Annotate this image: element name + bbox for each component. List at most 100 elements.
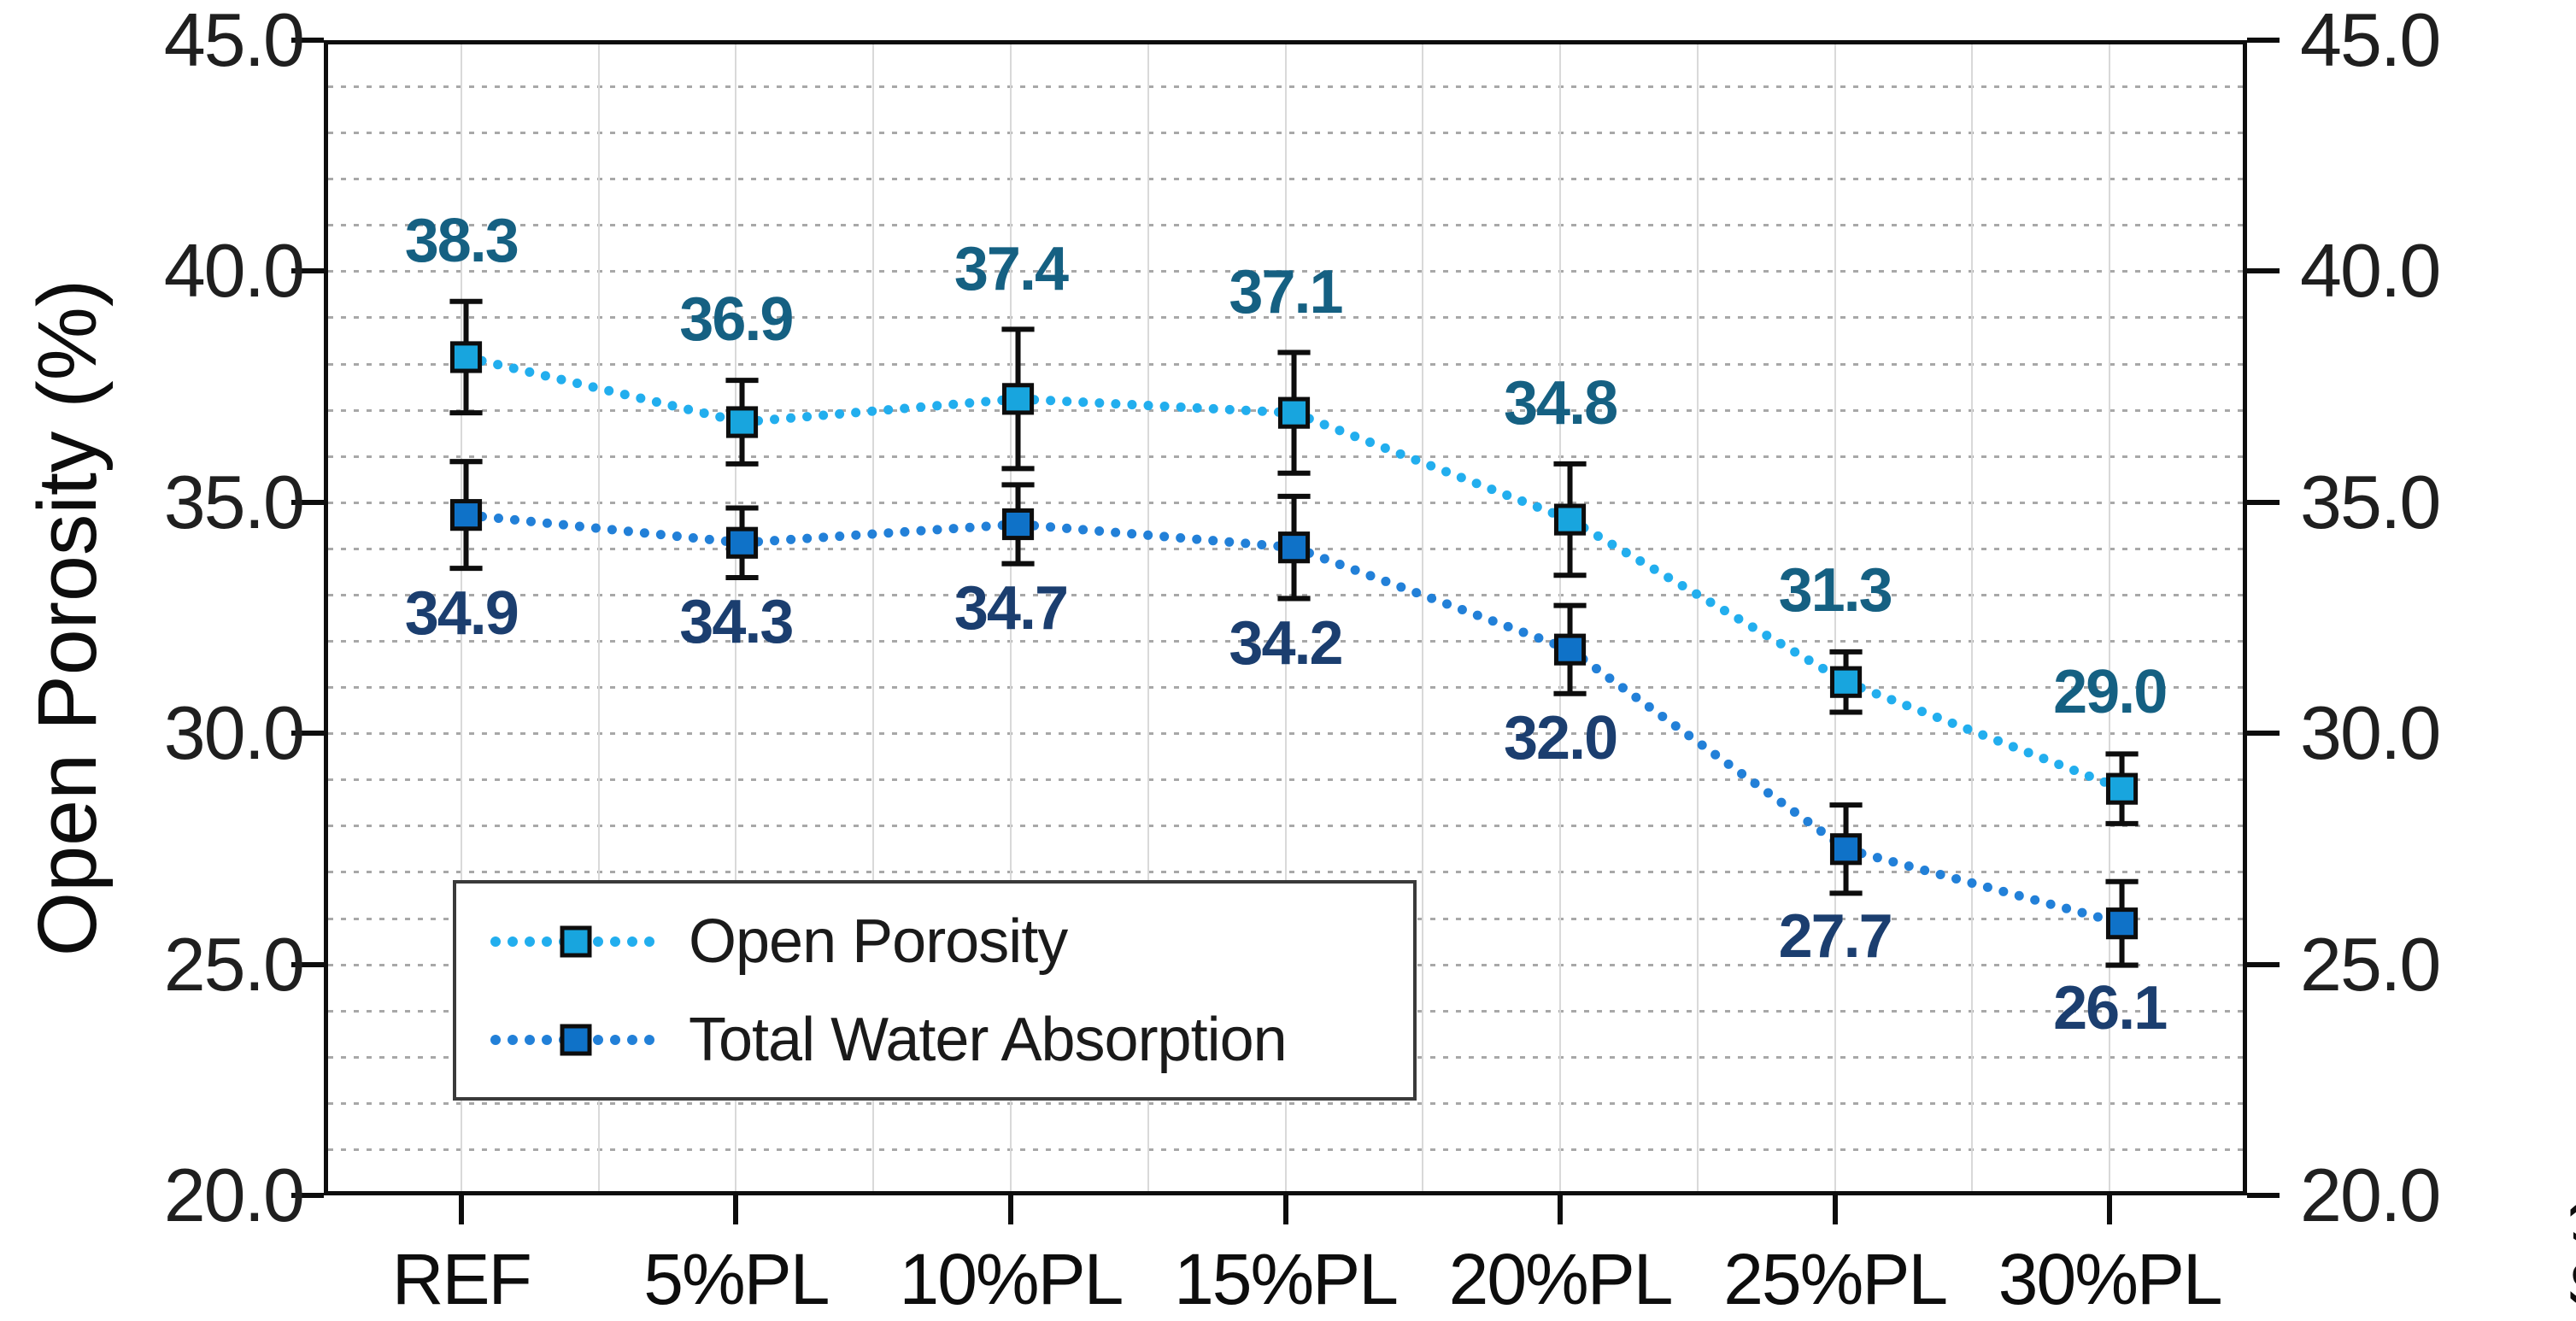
legend-label-total-water-absorption: Total Water Absorption xyxy=(689,1005,1288,1074)
x-axis-tick xyxy=(733,1195,739,1224)
data-label: 37.1 xyxy=(1229,257,1343,326)
series-line xyxy=(1841,677,2127,794)
right-axis-tick xyxy=(2247,961,2280,967)
data-label: 38.3 xyxy=(404,207,519,276)
left-axis-tick xyxy=(291,731,324,737)
vertical-gridline xyxy=(1284,44,1287,1191)
data-point-marker xyxy=(1553,633,1587,666)
data-point-marker xyxy=(1553,503,1587,536)
x-axis-tick-label: 15%PL xyxy=(1174,1239,1399,1319)
right-axis-tick-label: 30.0 xyxy=(2300,690,2441,776)
data-point-marker xyxy=(1829,666,1863,698)
series-line xyxy=(1012,519,1300,553)
vertical-gridline xyxy=(872,44,875,1191)
vertical-gridline xyxy=(1009,44,1012,1191)
right-axis-tick-label: 20.0 xyxy=(2300,1153,2441,1237)
left-axis-tick-label: 20.0 xyxy=(163,1153,305,1237)
x-axis-tick xyxy=(1832,1195,1838,1224)
data-label: 26.1 xyxy=(2053,973,2168,1042)
data-point-marker xyxy=(2105,907,2139,940)
data-label: 34.9 xyxy=(404,578,519,648)
legend-sample-open-porosity-icon xyxy=(490,925,661,957)
data-label: 32.0 xyxy=(1503,703,1618,772)
vertical-gridline xyxy=(1834,44,1836,1191)
right-axis-tick-label: 25.0 xyxy=(2300,921,2441,1007)
data-label: 29.0 xyxy=(2053,657,2168,726)
vertical-gridline xyxy=(1971,44,1974,1191)
right-axis-tick xyxy=(2247,38,2280,43)
vertical-gridline xyxy=(735,44,737,1191)
left-axis-tick-label: 40.0 xyxy=(163,228,305,314)
data-point-marker xyxy=(725,406,759,438)
series-line xyxy=(736,394,1024,427)
x-axis-tick-label: 20%PL xyxy=(1448,1239,1674,1319)
vertical-gridline xyxy=(2109,44,2111,1191)
data-point-marker xyxy=(1829,833,1863,866)
data-label: 36.9 xyxy=(679,285,794,355)
data-point-marker xyxy=(449,341,483,373)
left-axis-tick xyxy=(291,38,324,43)
legend-item-total-water-absorption: Total Water Absorption xyxy=(490,1005,1413,1074)
data-label: 34.8 xyxy=(1503,368,1618,437)
series-line xyxy=(461,510,748,548)
series-line xyxy=(1841,844,2127,929)
vertical-gridline xyxy=(460,44,462,1191)
right-axis-tick xyxy=(2247,1193,2280,1198)
left-axis-tick-label: 35.0 xyxy=(163,459,305,544)
left-axis-tick xyxy=(291,268,324,274)
vertical-gridline xyxy=(1422,44,1424,1191)
vertical-gridline xyxy=(597,44,600,1191)
right-axis-tick-label: 40.0 xyxy=(2300,228,2441,314)
data-label: 34.2 xyxy=(1229,608,1343,678)
data-label: 31.3 xyxy=(1778,555,1893,625)
left-axis-tick-label: 25.0 xyxy=(163,921,305,1007)
series-line xyxy=(461,352,748,427)
series-line xyxy=(1288,408,1576,525)
right-axis-tick xyxy=(2247,731,2280,737)
legend-label-open-porosity: Open Porosity xyxy=(689,907,1068,976)
vertical-gridline xyxy=(1147,44,1149,1191)
legend-sample-total-water-absorption-icon xyxy=(490,1024,661,1055)
data-point-marker xyxy=(1277,531,1311,564)
data-point-marker xyxy=(1001,383,1035,415)
data-label: 37.4 xyxy=(954,234,1069,303)
left-axis-tick-label: 30.0 xyxy=(163,690,305,776)
right-axis-title: Total Water Absorpotion (%) xyxy=(2555,1189,2576,1321)
data-point-marker xyxy=(449,499,483,531)
series-line xyxy=(736,519,1024,548)
x-axis-tick xyxy=(2107,1195,2113,1224)
legend-item-open-porosity: Open Porosity xyxy=(490,907,1413,976)
x-axis-tick xyxy=(1007,1195,1013,1224)
data-point-marker xyxy=(1001,508,1035,541)
legend: Open Porosity Total Water Absorption xyxy=(453,880,1417,1101)
x-axis-tick xyxy=(1558,1195,1564,1224)
data-point-marker xyxy=(2105,772,2139,805)
left-axis-tick xyxy=(291,1193,324,1198)
right-axis-tick-label: 45.0 xyxy=(2300,0,2441,82)
x-axis-tick-label: REF xyxy=(391,1239,532,1319)
left-axis-title: Open Porosity (%) xyxy=(21,279,114,957)
x-axis-tick-label: 10%PL xyxy=(899,1239,1124,1319)
x-axis-tick-label: 30%PL xyxy=(1998,1239,2223,1319)
series-line xyxy=(1288,543,1576,655)
right-axis-tick xyxy=(2247,499,2280,505)
right-axis-tick-label: 35.0 xyxy=(2300,459,2441,544)
x-axis-tick xyxy=(1282,1195,1288,1224)
data-point-marker xyxy=(1277,396,1311,429)
right-axis-tick xyxy=(2247,268,2280,274)
left-axis-tick xyxy=(291,961,324,967)
series-layer xyxy=(449,298,2139,968)
series-line xyxy=(1012,394,1300,418)
vertical-gridline xyxy=(1559,44,1562,1191)
x-axis-tick xyxy=(458,1195,464,1224)
left-axis-tick xyxy=(291,499,324,505)
left-axis-tick-label: 45.0 xyxy=(163,0,305,82)
x-axis-tick-label: 25%PL xyxy=(1723,1239,1948,1319)
data-label: 34.7 xyxy=(954,574,1069,643)
data-label: 27.7 xyxy=(1778,902,1893,972)
vertical-gridline xyxy=(1696,44,1699,1191)
x-axis-tick-label: 5%PL xyxy=(643,1239,830,1319)
data-label: 34.3 xyxy=(679,588,794,657)
data-point-marker xyxy=(725,526,759,559)
